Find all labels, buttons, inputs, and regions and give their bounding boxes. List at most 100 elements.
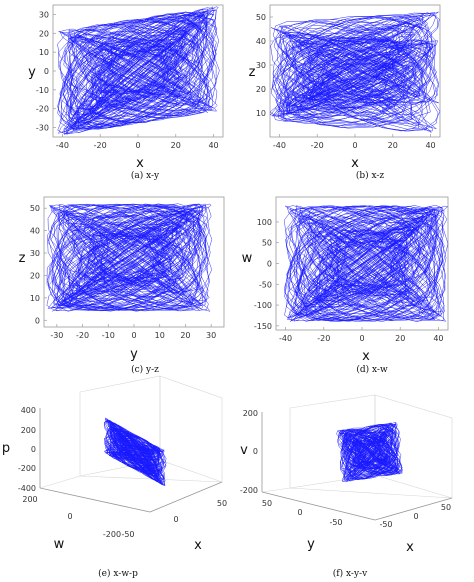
x-tick-label-b-3: 20	[388, 141, 398, 150]
x-axis-label-e: x	[194, 538, 202, 553]
x-tick-label-e-0: -50	[121, 530, 134, 539]
caption-a: (a) x-y	[131, 170, 160, 181]
y-tick-label-b-0: 50	[256, 13, 266, 22]
caption-e: (e) x-w-p	[98, 568, 138, 579]
x-tick-label-a-3: 20	[171, 141, 181, 150]
z-tick-label-e-3: -200	[18, 464, 36, 473]
y-tick-label-d-5: -150	[254, 322, 272, 331]
x-axis-label-d: x	[362, 349, 370, 364]
side-wall-f	[374, 394, 453, 499]
x-tick-label-d-4: 40	[433, 334, 443, 343]
x-tick-label-d-1: -20	[317, 334, 330, 343]
x-tick-label-b-1: -20	[311, 141, 324, 150]
z-tick-label-e-0: 400	[21, 406, 36, 415]
x-axis-label-a: x	[136, 156, 144, 171]
caption-c: (c) y-z	[131, 364, 159, 375]
caption-d: (d) x-w	[356, 364, 388, 375]
x-tick-label-c-3: 0	[131, 331, 136, 340]
x-tick-label-d-2: 0	[359, 334, 364, 343]
y-tick-label-d-2: 0	[267, 260, 272, 269]
x-tick-label-f-2: 50	[441, 503, 451, 512]
panel-b: z x (b) x-z	[249, 4, 441, 181]
w-axis-line-e	[39, 487, 151, 513]
plot-area-c	[46, 203, 213, 312]
x-axis-label-c: y	[130, 347, 138, 362]
plot-area-b	[269, 11, 441, 133]
x-tick-label-b-4: 40	[425, 141, 435, 150]
y-axis-label-b: z	[249, 65, 256, 80]
x-axis-label-f: x	[406, 540, 414, 555]
y-tick-label-e-0: 200	[22, 495, 37, 504]
x-axis-label-b: x	[351, 156, 359, 171]
panel-f: v y x (f) x-y-v	[240, 394, 453, 579]
x-tick-label-b-0: -40	[273, 141, 286, 150]
y-tick-label-b-2: 30	[256, 61, 266, 70]
y-tick-label-f-1: 0	[297, 508, 302, 517]
plot-area-a	[57, 6, 220, 135]
caption-b: (b) x-z	[356, 170, 385, 181]
plot-area-d	[283, 205, 449, 322]
y-tick-label-f-0: 50	[262, 499, 272, 508]
y-tick-label-a-0: 30	[39, 10, 49, 19]
y-tick-label-b-1: 40	[256, 37, 266, 46]
y-tick-label-d-1: 50	[262, 239, 272, 248]
y-tick-label-e-1: 0	[67, 512, 72, 521]
x-tick-label-b-2: 0	[352, 141, 357, 150]
z-axis-label-f: v	[240, 443, 248, 458]
y-tick-label-c-5: 0	[35, 316, 40, 325]
y-tick-label-d-0: 100	[257, 218, 272, 227]
y-tick-label-a-6: -30	[36, 124, 49, 133]
y-tick-label-b-4: 10	[256, 109, 266, 118]
y-tick-label-c-0: 50	[30, 204, 40, 213]
y-axis-label-c: z	[19, 251, 26, 266]
x-tick-label-a-0: -40	[56, 141, 69, 150]
trajectory-f	[336, 422, 403, 483]
z-tick-label-f-1: 0	[253, 447, 258, 456]
x-tick-label-f-0: -50	[379, 520, 392, 529]
box3d-e	[38, 375, 223, 513]
y-tick-label-a-3: 0	[44, 67, 49, 76]
panel-c: z y (c) y-z	[19, 196, 225, 375]
plot-area-f	[336, 422, 403, 483]
y-axis-label-a: y	[28, 65, 36, 80]
trajectory-c	[46, 203, 213, 312]
caption-f: (f) x-y-v	[333, 568, 368, 579]
panel-d: w x (d) x-w	[242, 196, 449, 375]
y-tick-label-d-3: -50	[259, 280, 272, 289]
y-tick-label-e-2: -200	[103, 530, 121, 539]
w-axis-label-e: w	[54, 537, 65, 552]
x-tick-label-e-1: 0	[173, 515, 178, 524]
x-tick-label-d-3: 20	[395, 334, 405, 343]
y-axis-line-f	[261, 491, 376, 521]
trajectory-b	[269, 11, 441, 133]
x-tick-label-c-0: -30	[50, 331, 63, 340]
y-tick-label-a-2: 10	[39, 48, 49, 57]
x-tick-label-e-2: 50	[217, 499, 227, 508]
x-tick-label-a-1: -20	[94, 141, 107, 150]
x-tick-label-c-4: 10	[155, 331, 165, 340]
x-tick-label-f-1: 0	[413, 512, 418, 521]
z-tick-label-e-4: -400	[18, 484, 36, 493]
z-tick-label-f-2: -200	[240, 486, 258, 495]
x-tick-label-c-1: -20	[76, 331, 89, 340]
y-tick-label-b-3: 20	[256, 85, 266, 94]
x-axis-line-f	[374, 497, 453, 521]
z-tick-label-e-2: 0	[31, 445, 36, 454]
y-tick-label-c-3: 20	[30, 271, 40, 280]
x-tick-label-c-5: 20	[180, 331, 190, 340]
x-tick-label-c-6: 30	[206, 331, 216, 340]
y-tick-label-c-1: 40	[30, 227, 40, 236]
z-axis-label-e: p	[2, 441, 10, 456]
x-tick-label-a-4: 40	[208, 141, 218, 150]
panel-a: y x (a) x-y	[28, 4, 224, 181]
y-tick-label-a-5: -20	[36, 105, 49, 114]
y-axis-label-f: y	[307, 537, 315, 552]
y-tick-label-a-1: 20	[39, 29, 49, 38]
z-tick-label-e-1: 200	[21, 426, 36, 435]
y-axis-label-d: w	[242, 251, 253, 266]
x-tick-label-a-2: 0	[135, 141, 140, 150]
y-tick-label-c-4: 10	[30, 294, 40, 303]
z-tick-label-f-0: 200	[243, 409, 258, 418]
trajectory-e	[103, 417, 167, 486]
